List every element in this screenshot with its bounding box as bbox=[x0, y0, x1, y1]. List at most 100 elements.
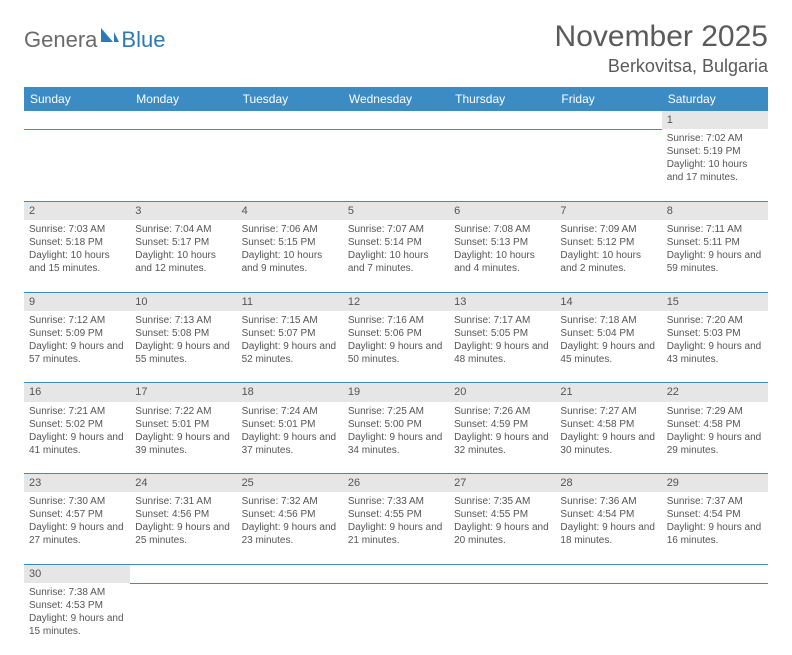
daylight-line: Daylight: 9 hours and 43 minutes. bbox=[667, 340, 763, 366]
day-number-cell bbox=[343, 111, 449, 129]
sunrise-line: Sunrise: 7:33 AM bbox=[348, 495, 444, 508]
day-cell: Sunrise: 7:36 AMSunset: 4:54 PMDaylight:… bbox=[555, 492, 661, 564]
day-cell: Sunrise: 7:30 AMSunset: 4:57 PMDaylight:… bbox=[24, 492, 130, 564]
sunrise-line: Sunrise: 7:17 AM bbox=[454, 314, 550, 327]
day-number-cell: 23 bbox=[24, 474, 130, 493]
daylight-line: Daylight: 9 hours and 34 minutes. bbox=[348, 431, 444, 457]
daylight-line: Daylight: 10 hours and 9 minutes. bbox=[242, 249, 338, 275]
sunset-line: Sunset: 5:15 PM bbox=[242, 236, 338, 249]
daylight-line: Daylight: 9 hours and 48 minutes. bbox=[454, 340, 550, 366]
day-number-cell bbox=[449, 564, 555, 583]
daylight-line: Daylight: 10 hours and 7 minutes. bbox=[348, 249, 444, 275]
weekday-header: Saturday bbox=[662, 87, 768, 111]
day-cell: Sunrise: 7:18 AMSunset: 5:04 PMDaylight:… bbox=[555, 311, 661, 383]
sunset-line: Sunset: 4:55 PM bbox=[348, 508, 444, 521]
daylight-line: Daylight: 9 hours and 29 minutes. bbox=[667, 431, 763, 457]
day-number-cell bbox=[555, 564, 661, 583]
day-cell: Sunrise: 7:17 AMSunset: 5:05 PMDaylight:… bbox=[449, 311, 555, 383]
day-number-cell: 1 bbox=[662, 111, 768, 129]
sunset-line: Sunset: 4:54 PM bbox=[560, 508, 656, 521]
day-cell: Sunrise: 7:22 AMSunset: 5:01 PMDaylight:… bbox=[130, 402, 236, 474]
sunrise-line: Sunrise: 7:30 AM bbox=[29, 495, 125, 508]
day-cell bbox=[237, 129, 343, 201]
daylight-line: Daylight: 9 hours and 15 minutes. bbox=[29, 612, 125, 638]
day-cell bbox=[555, 583, 661, 655]
sunrise-line: Sunrise: 7:35 AM bbox=[454, 495, 550, 508]
day-number-cell: 9 bbox=[24, 292, 130, 311]
sunrise-line: Sunrise: 7:27 AM bbox=[560, 405, 656, 418]
sunrise-line: Sunrise: 7:07 AM bbox=[348, 223, 444, 236]
sunrise-line: Sunrise: 7:18 AM bbox=[560, 314, 656, 327]
weekday-header-row: Sunday Monday Tuesday Wednesday Thursday… bbox=[24, 87, 768, 111]
calendar-table: Sunday Monday Tuesday Wednesday Thursday… bbox=[24, 87, 768, 655]
day-cell bbox=[662, 583, 768, 655]
daylight-line: Daylight: 9 hours and 41 minutes. bbox=[29, 431, 125, 457]
daylight-line: Daylight: 9 hours and 32 minutes. bbox=[454, 431, 550, 457]
sunrise-line: Sunrise: 7:15 AM bbox=[242, 314, 338, 327]
sunrise-line: Sunrise: 7:37 AM bbox=[667, 495, 763, 508]
sunset-line: Sunset: 5:14 PM bbox=[348, 236, 444, 249]
daylight-line: Daylight: 9 hours and 52 minutes. bbox=[242, 340, 338, 366]
weekday-header: Wednesday bbox=[343, 87, 449, 111]
day-cell: Sunrise: 7:20 AMSunset: 5:03 PMDaylight:… bbox=[662, 311, 768, 383]
day-number-cell: 27 bbox=[449, 474, 555, 493]
day-number-cell: 30 bbox=[24, 564, 130, 583]
sunrise-line: Sunrise: 7:26 AM bbox=[454, 405, 550, 418]
sunset-line: Sunset: 5:11 PM bbox=[667, 236, 763, 249]
sunset-line: Sunset: 4:53 PM bbox=[29, 599, 125, 612]
daylight-line: Daylight: 9 hours and 55 minutes. bbox=[135, 340, 231, 366]
day-number-cell: 17 bbox=[130, 383, 236, 402]
daynum-row: 30 bbox=[24, 564, 768, 583]
sunset-line: Sunset: 5:07 PM bbox=[242, 327, 338, 340]
sunset-line: Sunset: 4:56 PM bbox=[135, 508, 231, 521]
day-number-cell: 6 bbox=[449, 201, 555, 220]
day-number-cell: 19 bbox=[343, 383, 449, 402]
day-cell: Sunrise: 7:03 AMSunset: 5:18 PMDaylight:… bbox=[24, 220, 130, 292]
sunrise-line: Sunrise: 7:11 AM bbox=[667, 223, 763, 236]
day-number-cell: 2 bbox=[24, 201, 130, 220]
day-cell: Sunrise: 7:35 AMSunset: 4:55 PMDaylight:… bbox=[449, 492, 555, 564]
sunset-line: Sunset: 5:08 PM bbox=[135, 327, 231, 340]
sunrise-line: Sunrise: 7:12 AM bbox=[29, 314, 125, 327]
sunset-line: Sunset: 4:58 PM bbox=[560, 418, 656, 431]
daylight-line: Daylight: 9 hours and 25 minutes. bbox=[135, 521, 231, 547]
week-row: Sunrise: 7:02 AMSunset: 5:19 PMDaylight:… bbox=[24, 129, 768, 201]
logo-sail-icon bbox=[99, 26, 119, 49]
sunset-line: Sunset: 5:09 PM bbox=[29, 327, 125, 340]
daylight-line: Daylight: 10 hours and 4 minutes. bbox=[454, 249, 550, 275]
day-cell: Sunrise: 7:33 AMSunset: 4:55 PMDaylight:… bbox=[343, 492, 449, 564]
day-cell bbox=[237, 583, 343, 655]
location: Berkovitsa, Bulgaria bbox=[555, 56, 768, 77]
sunset-line: Sunset: 5:02 PM bbox=[29, 418, 125, 431]
sunrise-line: Sunrise: 7:20 AM bbox=[667, 314, 763, 327]
day-number-cell bbox=[237, 564, 343, 583]
day-number-cell: 3 bbox=[130, 201, 236, 220]
sunset-line: Sunset: 5:12 PM bbox=[560, 236, 656, 249]
sunset-line: Sunset: 5:03 PM bbox=[667, 327, 763, 340]
sunset-line: Sunset: 5:00 PM bbox=[348, 418, 444, 431]
daylight-line: Daylight: 9 hours and 57 minutes. bbox=[29, 340, 125, 366]
daynum-row: 9101112131415 bbox=[24, 292, 768, 311]
daylight-line: Daylight: 10 hours and 12 minutes. bbox=[135, 249, 231, 275]
day-number-cell bbox=[237, 111, 343, 129]
day-cell: Sunrise: 7:27 AMSunset: 4:58 PMDaylight:… bbox=[555, 402, 661, 474]
sunset-line: Sunset: 5:18 PM bbox=[29, 236, 125, 249]
day-cell: Sunrise: 7:07 AMSunset: 5:14 PMDaylight:… bbox=[343, 220, 449, 292]
daylight-line: Daylight: 10 hours and 15 minutes. bbox=[29, 249, 125, 275]
daylight-line: Daylight: 9 hours and 27 minutes. bbox=[29, 521, 125, 547]
sunset-line: Sunset: 4:59 PM bbox=[454, 418, 550, 431]
daylight-line: Daylight: 10 hours and 17 minutes. bbox=[667, 158, 763, 184]
sunset-line: Sunset: 4:54 PM bbox=[667, 508, 763, 521]
sunset-line: Sunset: 5:01 PM bbox=[242, 418, 338, 431]
day-cell: Sunrise: 7:15 AMSunset: 5:07 PMDaylight:… bbox=[237, 311, 343, 383]
daynum-row: 2345678 bbox=[24, 201, 768, 220]
day-cell: Sunrise: 7:04 AMSunset: 5:17 PMDaylight:… bbox=[130, 220, 236, 292]
day-number-cell: 5 bbox=[343, 201, 449, 220]
day-number-cell: 7 bbox=[555, 201, 661, 220]
sunrise-line: Sunrise: 7:31 AM bbox=[135, 495, 231, 508]
daylight-line: Daylight: 9 hours and 30 minutes. bbox=[560, 431, 656, 457]
sunrise-line: Sunrise: 7:25 AM bbox=[348, 405, 444, 418]
day-number-cell: 28 bbox=[555, 474, 661, 493]
daylight-line: Daylight: 9 hours and 45 minutes. bbox=[560, 340, 656, 366]
day-cell bbox=[555, 129, 661, 201]
